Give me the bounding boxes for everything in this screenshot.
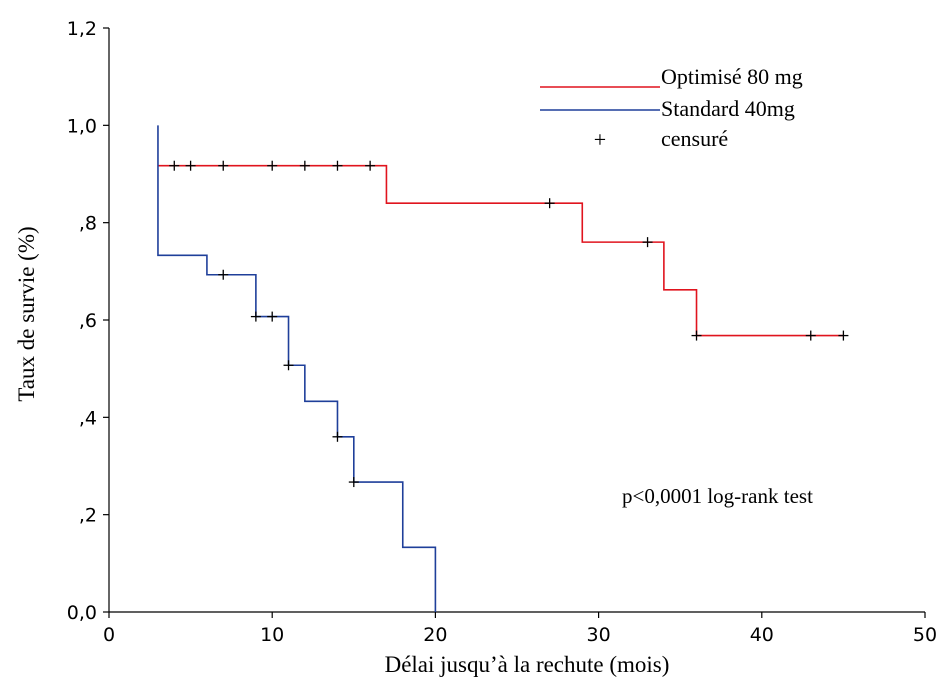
- x-tick-label: 50: [913, 624, 937, 646]
- censor-mark: [332, 160, 343, 171]
- censor-mark: [267, 160, 278, 171]
- x-tick-label: 10: [260, 624, 284, 646]
- censor-mark: [250, 311, 261, 322]
- y-tick-label: ,4: [79, 407, 97, 429]
- censor-mark: [169, 160, 180, 171]
- series-layer: [157, 125, 844, 612]
- censor-mark: [642, 237, 653, 248]
- censor-mark: [805, 330, 816, 341]
- x-axis-title: Délai jusqu’à la rechute (mois): [385, 652, 670, 677]
- censor-mark: [283, 360, 294, 371]
- censor-mark: [185, 160, 196, 171]
- y-ticks: 0,0 ,2 ,4 ,6 ,8 1,0 1,2: [67, 18, 109, 624]
- legend-censored-symbol: +: [594, 127, 606, 152]
- axes: 0,0 ,2 ,4 ,6 ,8 1,0 1,2 0 10 20 30 40 50: [67, 18, 937, 646]
- y-tick-label: ,8: [79, 213, 97, 235]
- censor-mark: [267, 311, 278, 322]
- censor-mark: [332, 431, 343, 442]
- x-tick-label: 40: [750, 624, 774, 646]
- y-axis-title: Taux de survie (%): [14, 226, 39, 401]
- x-tick-label: 0: [103, 624, 115, 646]
- legend: Optimisé 80 mg Standard 40mg + censuré: [540, 64, 803, 152]
- censor-mark: [218, 160, 229, 171]
- x-tick-label: 30: [587, 624, 611, 646]
- legend-label-optimise: Optimisé 80 mg: [661, 64, 803, 89]
- y-tick-label: ,2: [79, 505, 97, 527]
- y-tick-label: 0,0: [67, 602, 97, 624]
- y-tick-label: 1,0: [67, 115, 97, 137]
- series-line-0: [157, 164, 844, 337]
- series-line-1: [157, 125, 437, 612]
- x-tick-label: 20: [423, 624, 447, 646]
- censor-mark: [365, 160, 376, 171]
- p-value-annotation: p<0,0001 log-rank test: [622, 484, 813, 508]
- censor-mark: [218, 269, 229, 280]
- censor-mark: [544, 198, 555, 209]
- x-ticks: 0 10 20 30 40 50: [103, 612, 937, 646]
- censor-mark: [299, 160, 310, 171]
- legend-label-standard: Standard 40mg: [661, 96, 795, 121]
- y-tick-label: 1,2: [67, 18, 97, 40]
- censor-marks: [169, 160, 849, 488]
- censor-mark: [348, 477, 359, 488]
- legend-label-censored: censuré: [661, 126, 728, 151]
- censor-mark: [838, 330, 849, 341]
- censor-mark: [691, 330, 702, 341]
- y-tick-label: ,6: [79, 310, 97, 332]
